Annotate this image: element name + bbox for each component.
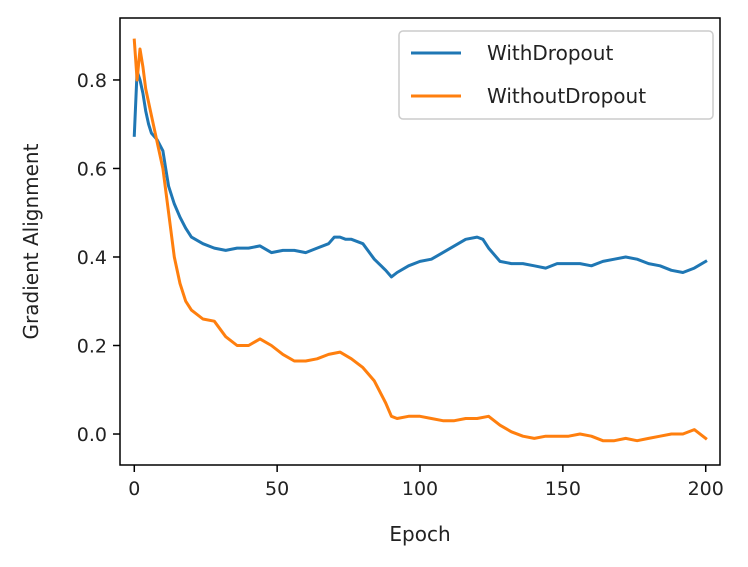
legend-label-withoutdropout: WithoutDropout <box>487 84 646 108</box>
series-line-withdropout <box>132 69 708 279</box>
series-line-withoutdropout <box>132 38 708 443</box>
legend: WithDropout WithoutDropout <box>398 30 714 120</box>
x-tick-label: 50 <box>265 478 289 500</box>
y-tick-label: 0.0 <box>77 424 107 446</box>
y-tick-label: 0.6 <box>77 158 107 180</box>
legend-label-withdropout: WithDropout <box>487 41 613 65</box>
y-tick-label: 0.4 <box>77 247 107 269</box>
x-axis-title: Epoch <box>389 522 450 546</box>
y-axis-title: Gradient Alignment <box>19 143 43 339</box>
x-axis: 0 50 100 150 200 <box>128 465 724 500</box>
x-tick-label: 200 <box>688 478 724 500</box>
legend-box <box>398 30 714 120</box>
x-tick-label: 150 <box>545 478 581 500</box>
x-tick-label: 0 <box>128 478 140 500</box>
y-axis: 0.0 0.2 0.4 0.6 0.8 <box>77 70 120 446</box>
y-tick-label: 0.8 <box>77 70 107 92</box>
x-tick-label: 100 <box>402 478 438 500</box>
y-tick-label: 0.2 <box>77 336 107 358</box>
